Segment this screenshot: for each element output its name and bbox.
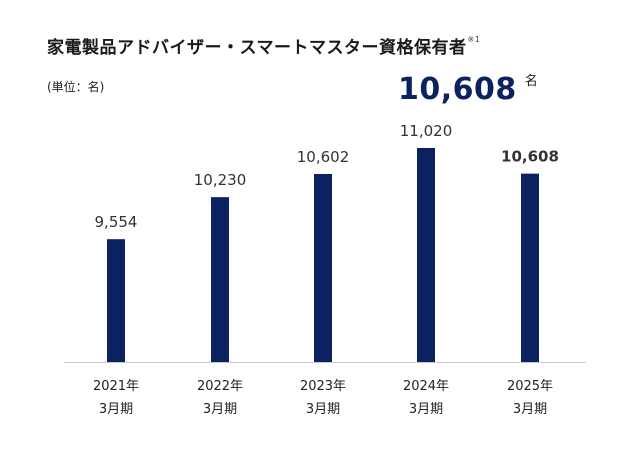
x-tick-label-1-period: 3月期 (203, 402, 237, 417)
headline-value: 10,608 (398, 72, 517, 107)
headline-suffix: 名 (524, 74, 538, 89)
x-tick-label-3-year: 2024年 (403, 379, 449, 394)
bar-4 (521, 173, 539, 362)
headline-figure: 10,608 名 (398, 70, 538, 107)
data-label-3: 11,020 (400, 122, 453, 140)
bar-1 (211, 197, 229, 362)
x-tick-label-4-year: 2025年 (507, 379, 553, 394)
chart-title: 家電製品アドバイザー・スマートマスター資格保有者※1 (47, 33, 480, 58)
title-footnote-mark: ※1 (467, 35, 481, 44)
x-tick-label-2-year: 2023年 (300, 379, 346, 394)
unit-label: (単位：名) (47, 80, 105, 94)
x-tick-label-4-period: 3月期 (513, 402, 547, 417)
x-tick-label-2-period: 3月期 (306, 402, 340, 417)
bar-0 (107, 239, 125, 362)
data-label-4: 10,608 (501, 148, 559, 166)
chart-title-text: 家電製品アドバイザー・スマートマスター資格保有者 (47, 38, 467, 58)
x-tick-label-0-year: 2021年 (93, 379, 139, 394)
bar-3 (417, 148, 435, 362)
data-label-2: 10,602 (297, 148, 350, 166)
data-label-0: 9,554 (95, 213, 138, 231)
x-tick-label-0-period: 3月期 (99, 402, 133, 417)
x-tick-label-1-year: 2022年 (197, 379, 243, 394)
bar-2 (314, 174, 332, 362)
x-tick-label-3-period: 3月期 (409, 402, 443, 417)
data-label-1: 10,230 (194, 171, 247, 189)
